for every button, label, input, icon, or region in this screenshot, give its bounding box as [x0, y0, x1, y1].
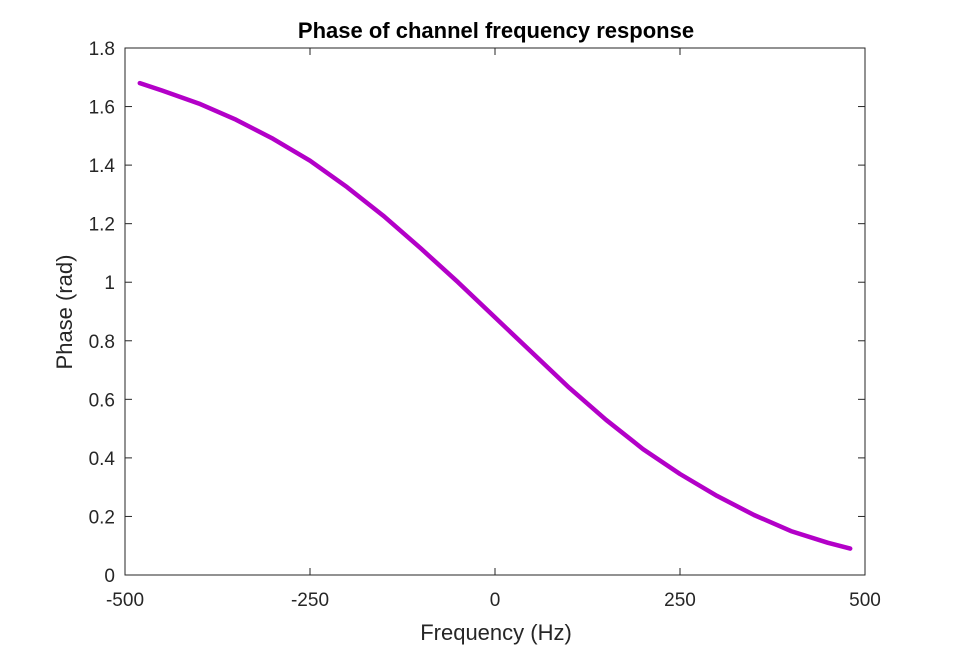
y-tick-label: 0.2 [89, 507, 115, 528]
x-tick-label: 0 [490, 590, 501, 611]
y-axis-label: Phase (rad) [52, 255, 77, 370]
series-lines [137, 80, 853, 551]
x-tick-label: 250 [664, 590, 696, 611]
x-axis-label: Frequency (Hz) [420, 620, 572, 645]
axis-tick-labels: -500 -250 0 250 500 0 0.2 0.4 0.6 0.8 1 1.2 1.4 1.6 1.… [89, 39, 881, 611]
y-tick-label: 0.6 [89, 390, 115, 411]
chart-title: Phase of channel frequency response [298, 18, 694, 43]
x-tick-label: -250 [291, 590, 329, 611]
series-line-0 [137, 80, 853, 551]
y-tick-label: 0.4 [89, 449, 116, 470]
axis-ticks [124, 47, 866, 576]
y-tick-label: 1.6 [89, 98, 115, 119]
x-tick-label: -500 [106, 590, 144, 611]
y-tick-label: 1.4 [89, 156, 116, 177]
y-tick-label: 1 [104, 273, 115, 294]
y-tick-label: 1.2 [89, 215, 115, 236]
y-tick-label: 0 [104, 566, 115, 587]
y-tick-label: 0.8 [89, 332, 115, 353]
y-tick-label: 1.8 [89, 39, 115, 60]
x-tick-label: 500 [849, 590, 881, 611]
plot-frame [124, 47, 866, 576]
